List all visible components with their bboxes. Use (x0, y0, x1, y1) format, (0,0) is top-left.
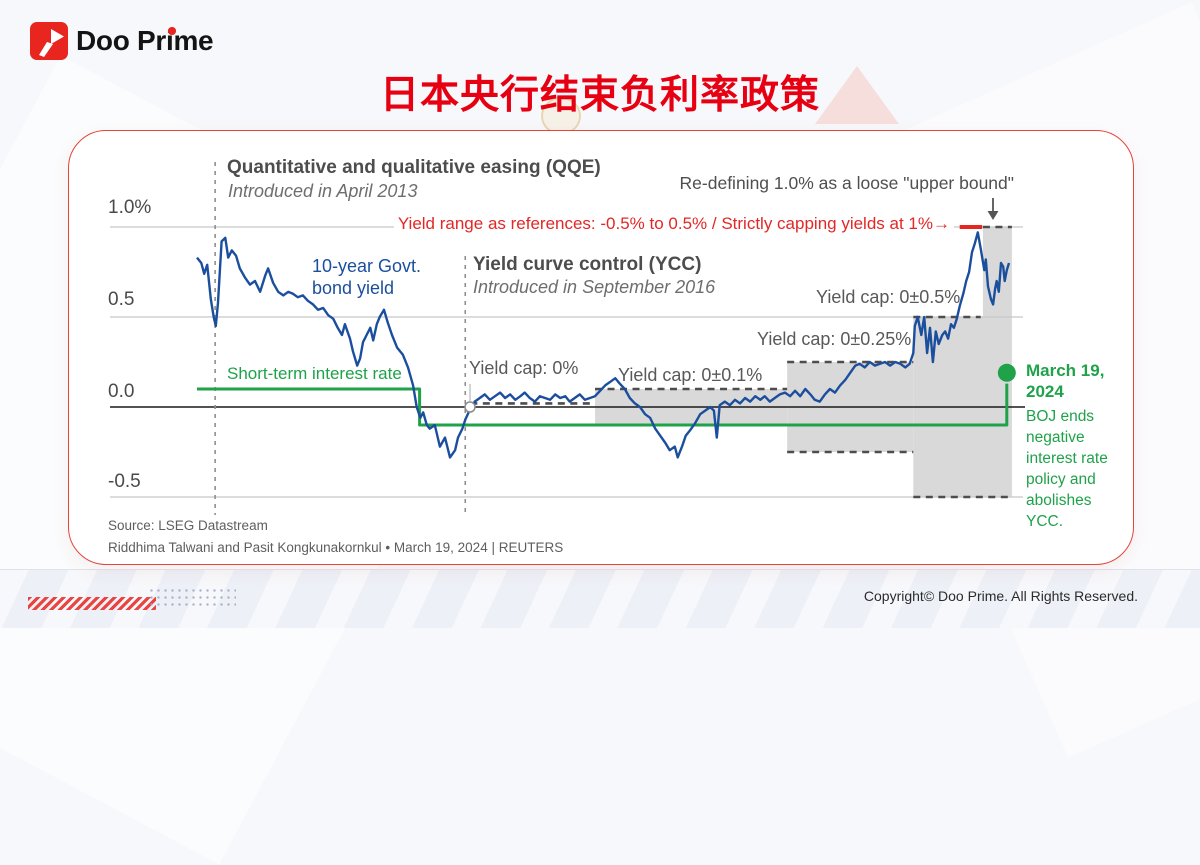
doo-prime-logo-icon (30, 22, 68, 60)
bond-yield-series-label: 10-year Govt. bond yield (312, 256, 422, 298)
page-title: 日本央行结束负利率政策 (379, 74, 820, 117)
annotation-yield-cap-0.1: Yield cap: 0±0.1% (618, 365, 763, 385)
y-tick-1.0: 1.0% (108, 197, 152, 218)
annotation-yield-range-red: Yield range as references: -0.5% to 0.5%… (393, 214, 954, 234)
annotation-upper-bound: Re-defining 1.0% as a loose "upper bound… (679, 173, 1014, 193)
y-tick-0.5: 0.5 (108, 289, 135, 310)
annotation-qqe-title: Quantitative and qualitative easing (QQE… (227, 157, 601, 178)
annotation-yield-cap-0.5: Yield cap: 0±0.5% (816, 287, 961, 307)
copyright-text: Copyright© Doo Prime. All Rights Reserve… (863, 588, 1138, 604)
annotation-yield-cap-0.25: Yield cap: 0±0.25% (757, 329, 912, 349)
source-line: Source: LSEG Datastream (108, 518, 268, 533)
brand-i-dot (168, 27, 176, 35)
byline: Riddhima Talwani and Pasit Kongkunakornk… (108, 540, 564, 555)
annotation-qqe-subtitle: Introduced in April 2013 (228, 181, 418, 201)
annotation-ycc-subtitle: Introduced in September 2016 (473, 277, 716, 297)
annotation-yield-cap-0: Yield cap: 0% (469, 358, 579, 378)
annotation-march-19-date: March 19, 2024 (1026, 361, 1105, 401)
brand-name: Doo Prime (76, 25, 214, 56)
y-tick-neg0.5: -0.5 (108, 471, 141, 492)
annotation-ycc-title: Yield curve control (YCC) (473, 254, 702, 275)
annotation-march-19-text: BOJ ends negative interest rate policy a… (1026, 408, 1108, 530)
logo-arrow-glyph (39, 29, 64, 57)
decor-red-triangle (815, 66, 899, 124)
decor-coin (541, 97, 581, 135)
y-tick-0.0: 0.0 (108, 381, 135, 402)
decor-red-hatch-bar (28, 597, 156, 610)
decor-dot-grid (148, 587, 236, 608)
short-rate-series-label: Short-term interest rate (227, 364, 402, 383)
